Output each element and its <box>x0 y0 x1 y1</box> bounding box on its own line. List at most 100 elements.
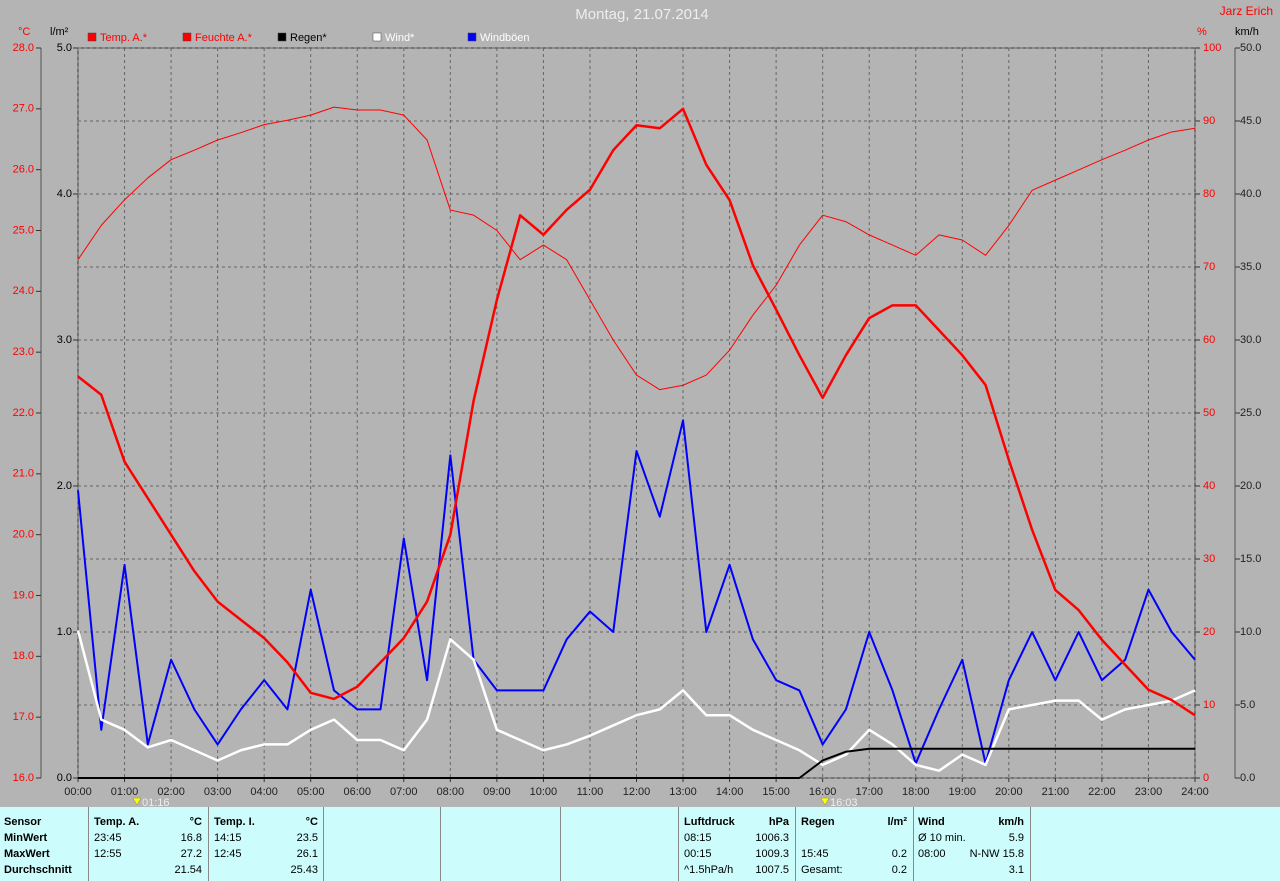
x-tick-label: 09:00 <box>483 786 511 798</box>
table-cell: Temp. I. <box>214 816 255 828</box>
x-tick-label: 19:00 <box>949 786 977 798</box>
x-tick-label: 23:00 <box>1135 786 1163 798</box>
divider <box>795 807 796 881</box>
divider <box>208 807 209 881</box>
table-cell: 3.1 <box>1008 864 1024 876</box>
table-cell: 23:45 <box>94 832 122 844</box>
table-cell: °C <box>305 816 318 828</box>
x-tick-label: 06:00 <box>343 786 371 798</box>
table-cell: Durchschnitt <box>4 864 72 876</box>
legend-label: Temp. A.* <box>100 32 148 44</box>
tick-label: 25.0 <box>13 224 34 236</box>
table-cell: hPa <box>768 816 789 828</box>
series-line <box>78 747 1195 779</box>
x-tick-label: 01:00 <box>111 786 139 798</box>
tick-label: 24.0 <box>13 285 34 297</box>
chart-title: Montag, 21.07.2014 <box>575 6 708 23</box>
chart: Montag, 21.07.2014 Jarz Erich °C l/m² % … <box>0 0 1280 807</box>
table-cell: 21.54 <box>174 864 202 876</box>
x-tick-label: 12:00 <box>623 786 651 798</box>
table-cell: 23.5 <box>296 832 318 844</box>
background <box>0 0 1280 807</box>
table-cell: 08:15 <box>684 832 712 844</box>
tick-label: 30 <box>1203 553 1215 565</box>
tick-label: 0 <box>1203 772 1209 784</box>
x-tick-label: 22:00 <box>1088 786 1116 798</box>
table-cell: Ø 10 min. <box>918 832 966 844</box>
tick-label: 80 <box>1203 188 1215 200</box>
table-cell: MaxWert <box>4 848 50 860</box>
x-tick-label: 16:00 <box>809 786 837 798</box>
table-cell: 1006.3 <box>755 832 789 844</box>
tick-label: 1.0 <box>57 626 72 638</box>
legend-swatch <box>87 32 97 42</box>
annotation-label: 16:03 <box>830 797 858 807</box>
x-tick-label: 14:00 <box>716 786 744 798</box>
x-tick-label: 20:00 <box>995 786 1023 798</box>
marker <box>132 797 142 806</box>
tick-label: 28.0 <box>13 42 34 54</box>
tick-label: 23.0 <box>13 346 34 358</box>
author: Jarz Erich <box>1220 4 1273 18</box>
legend-swatch <box>372 32 382 42</box>
tick-label: 90 <box>1203 115 1215 127</box>
tick-label: 50.0 <box>1240 42 1261 54</box>
tick-label: 10.0 <box>1240 626 1261 638</box>
tick-label: 15.0 <box>1240 553 1261 565</box>
tick-label: 35.0 <box>1240 261 1261 273</box>
tick-label: 100 <box>1203 42 1221 54</box>
legend-label: Windböen <box>480 32 530 44</box>
divider <box>1030 807 1031 881</box>
tick-label: 50 <box>1203 407 1215 419</box>
tick-label: 20.0 <box>13 529 34 541</box>
legend-label: Wind* <box>385 32 415 44</box>
x-tick-label: 03:00 <box>204 786 232 798</box>
table-cell: Luftdruck <box>684 816 735 828</box>
annotation-label: 01:16 <box>142 797 170 807</box>
table-cell: °C <box>189 816 202 828</box>
tick-label: 21.0 <box>13 468 34 480</box>
table-cell: 12:55 <box>94 848 122 860</box>
tick-label: 27.0 <box>13 103 34 115</box>
divider <box>323 807 324 881</box>
legend-swatch <box>277 32 287 42</box>
divider <box>88 807 89 881</box>
divider <box>913 807 914 881</box>
series-line <box>76 630 1196 772</box>
table-cell: ^1.5hPa/h <box>684 864 734 876</box>
divider <box>678 807 679 881</box>
tick-label: 4.0 <box>57 188 72 200</box>
x-tick-label: 13:00 <box>669 786 697 798</box>
x-tick-label: 08:00 <box>437 786 465 798</box>
x-tick-label: 04:00 <box>250 786 278 798</box>
tick-label: 3.0 <box>57 334 72 346</box>
legend-label: Regen* <box>290 32 327 44</box>
x-tick-label: 17:00 <box>855 786 883 798</box>
table-cell: 5.9 <box>1008 832 1024 844</box>
x-tick-label: 11:00 <box>577 786 604 798</box>
table-cell: 0.2 <box>891 864 907 876</box>
legend-label: Feuchte A.* <box>195 32 253 44</box>
tick-label: 40.0 <box>1240 188 1261 200</box>
legend-swatch <box>182 32 192 42</box>
x-tick-label: 10:00 <box>530 786 558 798</box>
series-line <box>77 107 1196 717</box>
marker <box>820 797 830 806</box>
table-cell: 15:45 <box>801 848 829 860</box>
table-cell: 16.8 <box>180 832 202 844</box>
y2-unit: % <box>1197 26 1207 38</box>
tick-label: 10 <box>1203 699 1215 711</box>
x-tick-label: 21:00 <box>1042 786 1070 798</box>
table-cell: N-NW 15.8 <box>969 848 1024 860</box>
table-cell: 1007.5 <box>755 864 789 876</box>
tick-label: 16.0 <box>13 772 34 784</box>
y3-unit: l/m² <box>50 26 69 38</box>
tick-label: 30.0 <box>1240 334 1261 346</box>
table-cell: 27.2 <box>180 848 202 860</box>
tick-label: 2.0 <box>57 480 72 492</box>
table-cell: 0.2 <box>891 848 907 860</box>
x-tick-label: 24:00 <box>1181 786 1209 798</box>
table-cell: Sensor <box>4 816 42 828</box>
x-tick-label: 15:00 <box>762 786 790 798</box>
